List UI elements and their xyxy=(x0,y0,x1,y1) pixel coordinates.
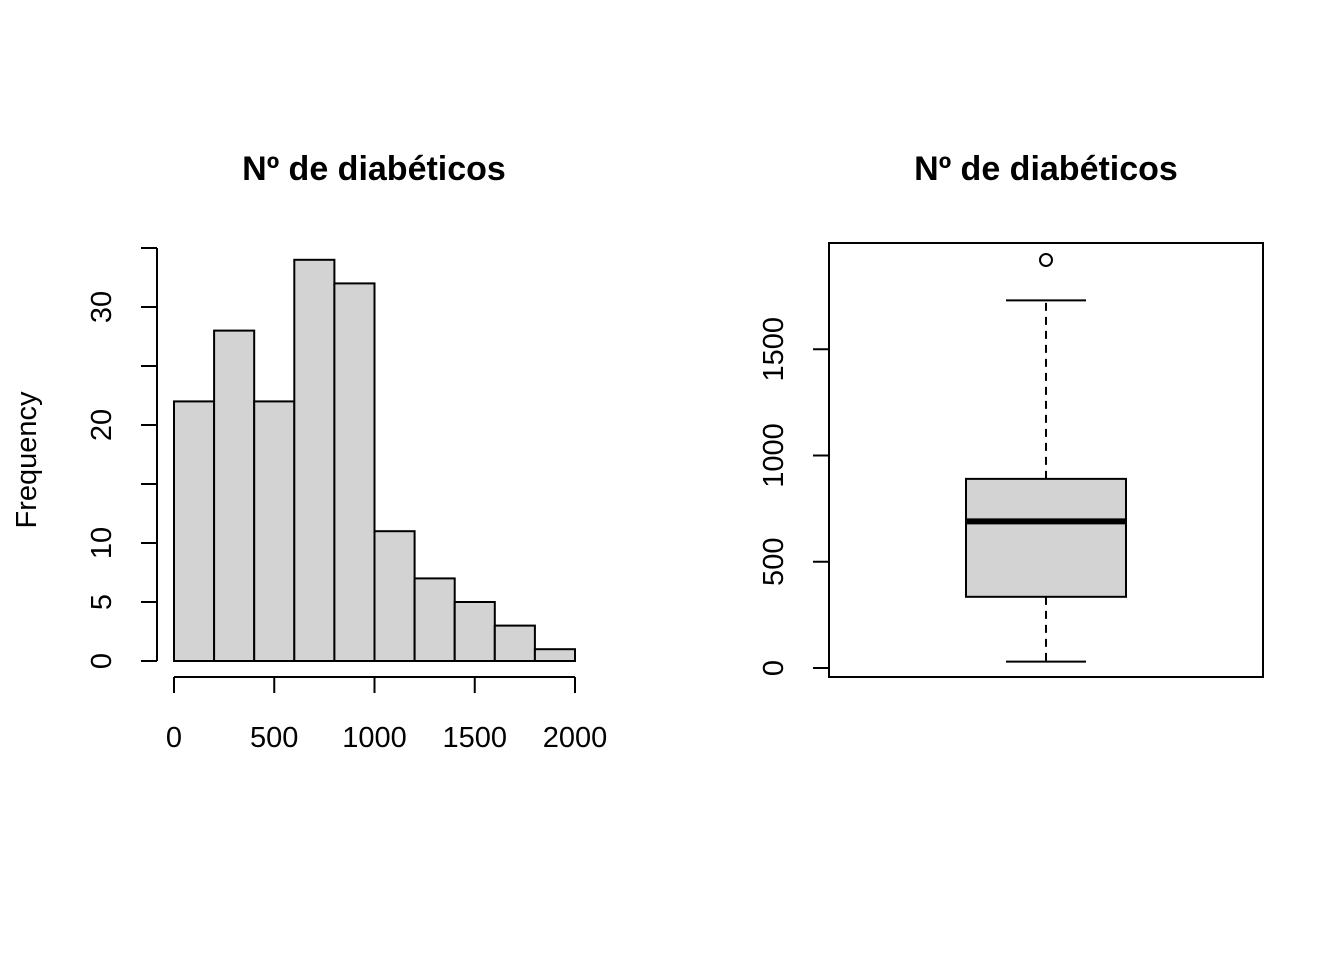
boxplot-title: Nº de diabéticos xyxy=(914,150,1178,188)
histogram-bar-800-1000 xyxy=(333,282,376,662)
histogram-y-tick-label-30: 30 xyxy=(86,291,118,323)
histogram-x-tick-label-2000: 2000 xyxy=(543,722,608,754)
histogram-y-tick-label-0: 0 xyxy=(86,653,118,669)
histogram-bar-1200-1400 xyxy=(413,577,456,663)
histogram-y-tick-label-20: 20 xyxy=(86,409,118,441)
histogram-y-axis-title: Frequency xyxy=(11,391,43,529)
histogram-title: Nº de diabéticos xyxy=(242,150,506,188)
histogram-bar-600-800 xyxy=(293,258,336,662)
histogram-x-tick-label-1000: 1000 xyxy=(342,722,407,754)
histogram-bar-400-600 xyxy=(253,400,296,662)
histogram-y-axis: 0 5 10 20 30 xyxy=(86,247,158,669)
histogram-x-axis: 0 500 1000 1500 2000 xyxy=(166,676,608,754)
histogram-bars xyxy=(173,258,577,663)
histogram-panel: Nº de diabéticos Frequency 0 500 1000 1500 2… xyxy=(11,150,607,754)
histogram-x-tick-label-1500: 1500 xyxy=(442,722,507,754)
histogram-bar-1600-1800 xyxy=(493,624,536,662)
histogram-bar-1400-1600 xyxy=(453,601,496,662)
boxplot-y-tick-label-1500: 1500 xyxy=(758,317,790,382)
histogram-bar-1800-2000 xyxy=(533,648,577,663)
histogram-bar-0-200 xyxy=(173,400,216,662)
histogram-bar-1000-1200 xyxy=(373,530,416,663)
histogram-y-tick-label-10: 10 xyxy=(86,527,118,559)
boxplot-y-tick-label-1000: 1000 xyxy=(758,423,790,488)
boxplot-marks xyxy=(965,253,1127,663)
histogram-x-tick-label-0: 0 xyxy=(166,722,182,754)
boxplot-y-tick-label-0: 0 xyxy=(758,660,790,676)
histogram-y-tick-label-5: 5 xyxy=(86,594,118,610)
boxplot-outlier-0 xyxy=(1039,253,1053,267)
boxplot-box xyxy=(965,477,1127,598)
boxplot-y-tick-label-500: 500 xyxy=(758,538,790,586)
boxplot-panel: Nº de diabéticos 0 500 1000 1500 xyxy=(758,150,1264,678)
histogram-x-tick-label-500: 500 xyxy=(250,722,298,754)
histogram-bar-200-400 xyxy=(213,329,256,662)
boxplot-y-axis: 0 500 1000 1500 xyxy=(758,317,830,676)
